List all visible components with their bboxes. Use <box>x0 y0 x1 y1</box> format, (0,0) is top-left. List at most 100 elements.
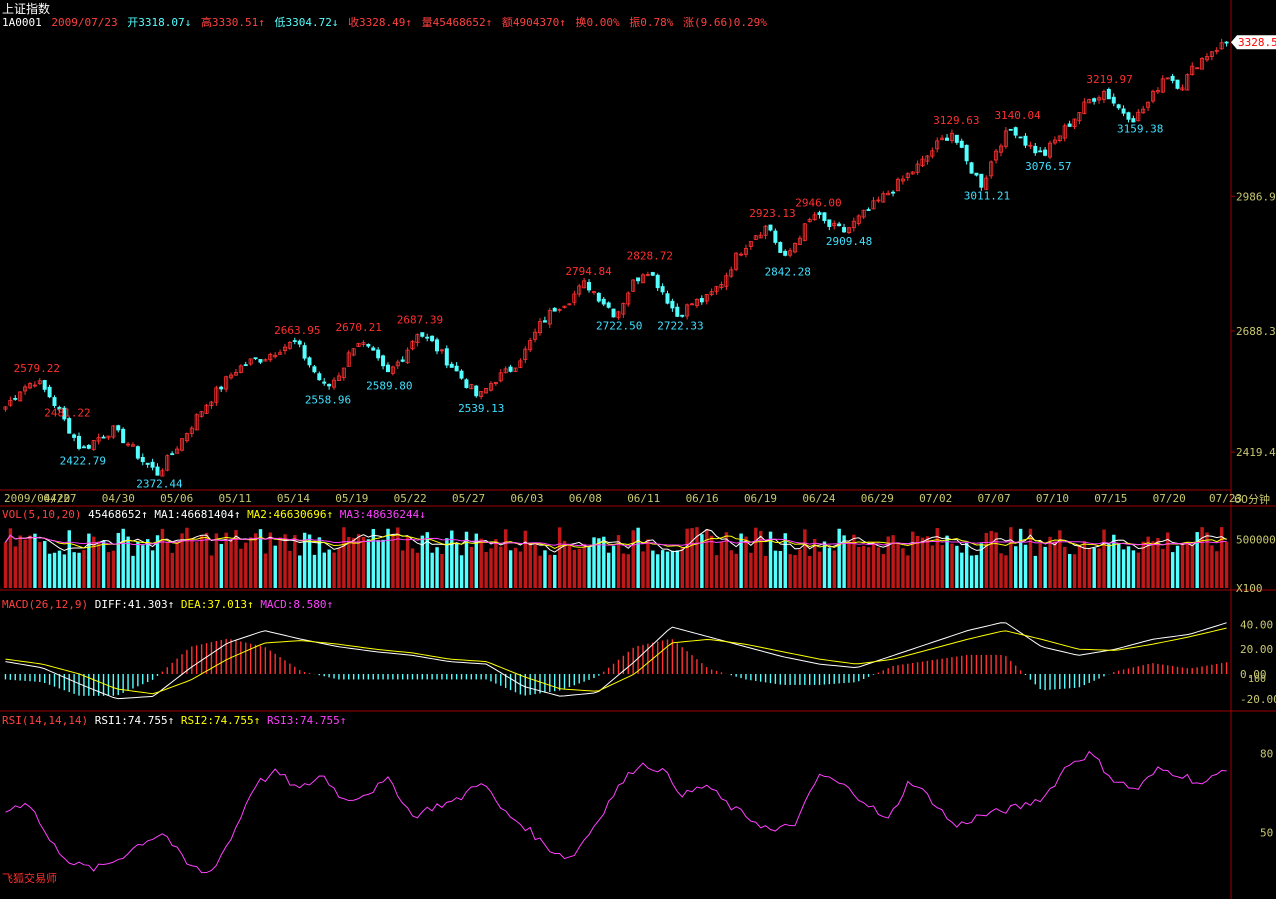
candle-body <box>587 282 592 291</box>
volume-bar <box>195 541 199 588</box>
candle-body <box>1160 78 1165 93</box>
candle-body <box>685 304 690 317</box>
candle-body <box>420 332 425 337</box>
volume-bar <box>621 553 626 588</box>
volume-bar <box>469 546 474 588</box>
candle-body <box>533 331 538 340</box>
candle-body <box>57 406 62 410</box>
candle-body <box>542 320 547 323</box>
candle-body <box>42 380 47 390</box>
macd-tick-label: 0.00 <box>1240 668 1267 681</box>
candle-body <box>876 199 881 202</box>
candle-body <box>27 383 32 389</box>
volume-bar <box>1126 546 1131 588</box>
volume-bar <box>239 548 243 588</box>
date-tick-label: 05/11 <box>219 492 252 505</box>
volume-bar <box>871 541 876 588</box>
volume-bar <box>180 533 184 588</box>
volume-bar <box>1082 541 1087 588</box>
volume-bar <box>141 545 145 588</box>
volume-bar <box>440 554 444 588</box>
candle-body <box>513 367 518 372</box>
date-tick-label: 05/27 <box>452 492 485 505</box>
candle-body <box>8 400 13 406</box>
candle-body <box>194 414 199 431</box>
volume-bar <box>1156 537 1160 588</box>
candle-body <box>1209 51 1214 57</box>
volume-bar <box>288 550 292 588</box>
volume-bar <box>234 530 238 588</box>
volume-bar <box>1131 550 1136 588</box>
candle-body <box>930 150 935 157</box>
candle-body <box>1150 90 1155 102</box>
price-annotation-peak: 3129.63 <box>933 114 979 127</box>
candle-body <box>282 346 287 352</box>
candle-body <box>1155 90 1160 93</box>
price-annotation-peak: 2481.22 <box>44 406 90 419</box>
candle-body <box>998 145 1003 153</box>
macd-diff-line <box>5 622 1227 700</box>
candle-body <box>1057 135 1062 142</box>
candle-body <box>253 357 258 360</box>
candle-body <box>670 300 675 309</box>
volume-bar <box>592 537 596 588</box>
volume-bar <box>955 545 959 588</box>
volume-bar <box>1038 543 1042 588</box>
volume-bar <box>23 539 27 588</box>
candle-body <box>616 311 621 318</box>
price-annotation-peak: 2946.00 <box>795 197 841 210</box>
candle-body <box>954 134 959 143</box>
price-annotation-trough: 2539.13 <box>458 402 504 415</box>
volume-bar <box>317 537 322 588</box>
volume-bar <box>1136 552 1141 588</box>
volume-bar <box>332 552 336 588</box>
date-tick-label: 06/29 <box>861 492 894 505</box>
candle-body <box>817 212 822 215</box>
candle-body <box>111 425 116 438</box>
price-annotation-peak: 2794.84 <box>565 265 612 278</box>
candle-body <box>694 298 699 306</box>
volume-bar <box>268 532 273 588</box>
volume-bar <box>1028 528 1033 588</box>
price-annotation-peak: 3140.04 <box>994 109 1041 122</box>
volume-bar <box>13 546 18 588</box>
candle-body <box>488 383 493 391</box>
volume-bar <box>77 552 81 588</box>
candle-body <box>444 348 449 366</box>
volume-bar <box>656 554 660 588</box>
volume-bar <box>1175 545 1180 588</box>
volume-bar <box>783 533 787 588</box>
candle-body <box>547 310 552 325</box>
candle-body <box>390 366 395 374</box>
candle-body <box>881 193 886 203</box>
date-tick-label: 07/07 <box>977 492 1010 505</box>
volume-ma1-line <box>5 528 1227 553</box>
price-tick-label: 2688.3 <box>1236 325 1276 338</box>
volume-bar <box>930 545 935 588</box>
volume-bar <box>759 531 763 588</box>
volume-bar <box>121 528 125 588</box>
candle-body <box>385 364 390 373</box>
rsi-tick-label: 80 <box>1260 747 1273 760</box>
candle-body <box>361 342 366 345</box>
volume-bar <box>249 537 253 588</box>
volume-bar <box>356 534 361 588</box>
volume-bar <box>1067 554 1072 588</box>
volume-bar <box>253 533 258 588</box>
candle-body <box>1067 123 1072 127</box>
candle-body <box>557 309 562 311</box>
candle-body <box>121 428 126 444</box>
volume-bar <box>518 551 523 588</box>
candle-body <box>655 274 660 289</box>
volume-bar <box>106 552 111 588</box>
volume-bar <box>1161 548 1165 588</box>
candle-body <box>562 305 567 308</box>
last-price-label: 3328.5 <box>1238 36 1276 49</box>
candle-body <box>229 374 234 379</box>
volume-bar <box>1121 549 1126 588</box>
candle-body <box>1126 112 1131 120</box>
candle-body <box>827 219 832 227</box>
candle-body <box>778 242 783 253</box>
candle-body <box>1092 98 1097 102</box>
candle-body <box>1190 65 1195 75</box>
